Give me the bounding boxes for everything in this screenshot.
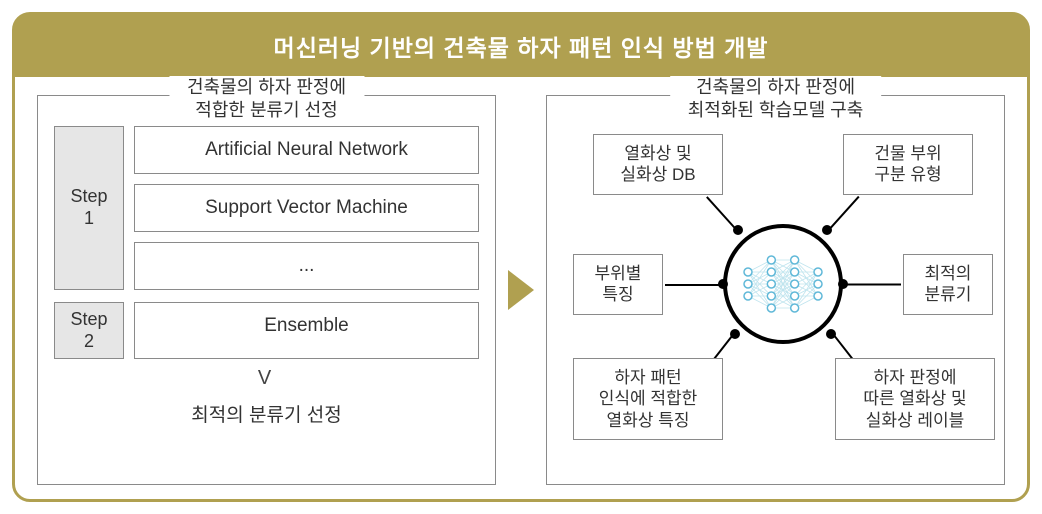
title-text: 머신러닝 기반의 건축물 하자 패턴 인식 방법 개발 bbox=[274, 35, 769, 61]
nn-center-circle bbox=[723, 224, 843, 344]
connector-dot bbox=[730, 329, 740, 339]
title-bar: 머신러닝 기반의 건축물 하자 패턴 인식 방법 개발 bbox=[15, 15, 1027, 77]
step2-tag-l1: Step bbox=[70, 309, 107, 331]
node-top_left: 열화상 및실화상 DB bbox=[593, 134, 723, 195]
step1-methods: Artificial Neural Network Support Vector… bbox=[134, 126, 479, 290]
right-inner: 열화상 및실화상 DB건물 부위구분 유형부위별특징최적의분류기하자 패턴인식에… bbox=[563, 126, 988, 468]
node-mid_right: 최적의분류기 bbox=[903, 254, 993, 315]
connector-line bbox=[843, 284, 901, 286]
node-bot_right: 하자 판정에따른 열화상 및실화상 레이블 bbox=[835, 358, 995, 440]
step1-tag-l2: 1 bbox=[84, 208, 94, 230]
node-bot_left: 하자 패턴인식에 적합한열화상 특징 bbox=[573, 358, 723, 440]
method-svm: Support Vector Machine bbox=[134, 184, 479, 232]
step1-tag-l1: Step bbox=[70, 186, 107, 208]
diagram-container: 머신러닝 기반의 건축물 하자 패턴 인식 방법 개발 건축물의 하자 판정에 … bbox=[12, 12, 1030, 502]
step2-tag: Step 2 bbox=[54, 302, 124, 359]
arrow-right-icon bbox=[508, 270, 534, 310]
right-label-line1: 건축물의 하자 판정에 bbox=[696, 77, 855, 97]
method-ensemble: Ensemble bbox=[134, 302, 479, 359]
right-label-line2: 최적화된 학습모델 구축 bbox=[688, 99, 864, 122]
content-area: 건축물의 하자 판정에 적합한 분류기 선정 Step 1 Artificial… bbox=[15, 77, 1027, 507]
step1-row: Step 1 Artificial Neural Network Support… bbox=[54, 126, 479, 290]
left-label-line2: 적합한 분류기 선정 bbox=[187, 99, 346, 122]
connector-dot bbox=[822, 225, 832, 235]
connector-line bbox=[665, 284, 723, 286]
method-ellipsis: ... bbox=[134, 242, 479, 290]
right-panel: 건축물의 하자 판정에 최적화된 학습모델 구축 열화상 및실화상 DB건물 부… bbox=[546, 95, 1005, 485]
right-panel-label: 건축물의 하자 판정에 최적화된 학습모델 구축 bbox=[670, 76, 882, 123]
neural-network-icon bbox=[738, 249, 828, 319]
method-ann: Artificial Neural Network bbox=[134, 126, 479, 174]
left-panel-label: 건축물의 하자 판정에 적합한 분류기 선정 bbox=[169, 76, 364, 123]
step2-row: Step 2 Ensemble bbox=[54, 302, 479, 359]
step1-tag: Step 1 bbox=[54, 126, 124, 290]
left-panel: 건축물의 하자 판정에 적합한 분류기 선정 Step 1 Artificial… bbox=[37, 95, 496, 485]
connector-line bbox=[829, 196, 860, 230]
node-mid_left: 부위별특징 bbox=[573, 254, 663, 315]
chevron-down-icon: V bbox=[54, 367, 479, 390]
connector-dot bbox=[826, 329, 836, 339]
node-top_right: 건물 부위구분 유형 bbox=[843, 134, 973, 195]
connector-dot bbox=[838, 279, 848, 289]
connector-line bbox=[706, 196, 737, 230]
left-label-line1: 건축물의 하자 판정에 bbox=[187, 77, 346, 97]
left-inner: Step 1 Artificial Neural Network Support… bbox=[54, 126, 479, 468]
connector-dot bbox=[718, 279, 728, 289]
connector-dot bbox=[733, 225, 743, 235]
left-bottom-label: 최적의 분류기 선정 bbox=[54, 400, 479, 427]
step2-tag-l2: 2 bbox=[84, 331, 94, 353]
